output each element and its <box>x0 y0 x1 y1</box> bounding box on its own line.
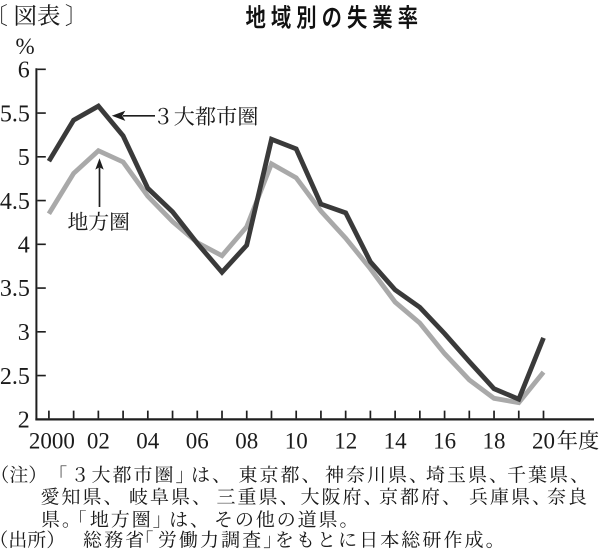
svg-text:5: 5 <box>18 145 30 171</box>
svg-text:14: 14 <box>384 429 408 454</box>
svg-text:4: 4 <box>18 233 30 259</box>
svg-text:5.5: 5.5 <box>0 101 30 127</box>
svg-text:16: 16 <box>433 429 456 454</box>
svg-text:2: 2 <box>18 408 30 434</box>
svg-text:6: 6 <box>18 58 30 84</box>
svg-text:3.5: 3.5 <box>0 276 30 302</box>
svg-text:2000: 2000 <box>29 429 75 454</box>
svg-text:3: 3 <box>18 320 30 346</box>
svg-text:08: 08 <box>235 429 258 454</box>
svg-text:12: 12 <box>334 429 357 454</box>
svg-text:06: 06 <box>186 429 209 454</box>
svg-text:10: 10 <box>285 429 308 454</box>
svg-text:4.5: 4.5 <box>0 189 30 215</box>
svg-text:20: 20 <box>532 429 555 454</box>
svg-text:%: % <box>16 34 35 59</box>
svg-text:02: 02 <box>87 429 110 454</box>
svg-text:18: 18 <box>483 429 506 454</box>
svg-text:04: 04 <box>136 429 160 454</box>
svg-text:2.5: 2.5 <box>0 364 30 390</box>
